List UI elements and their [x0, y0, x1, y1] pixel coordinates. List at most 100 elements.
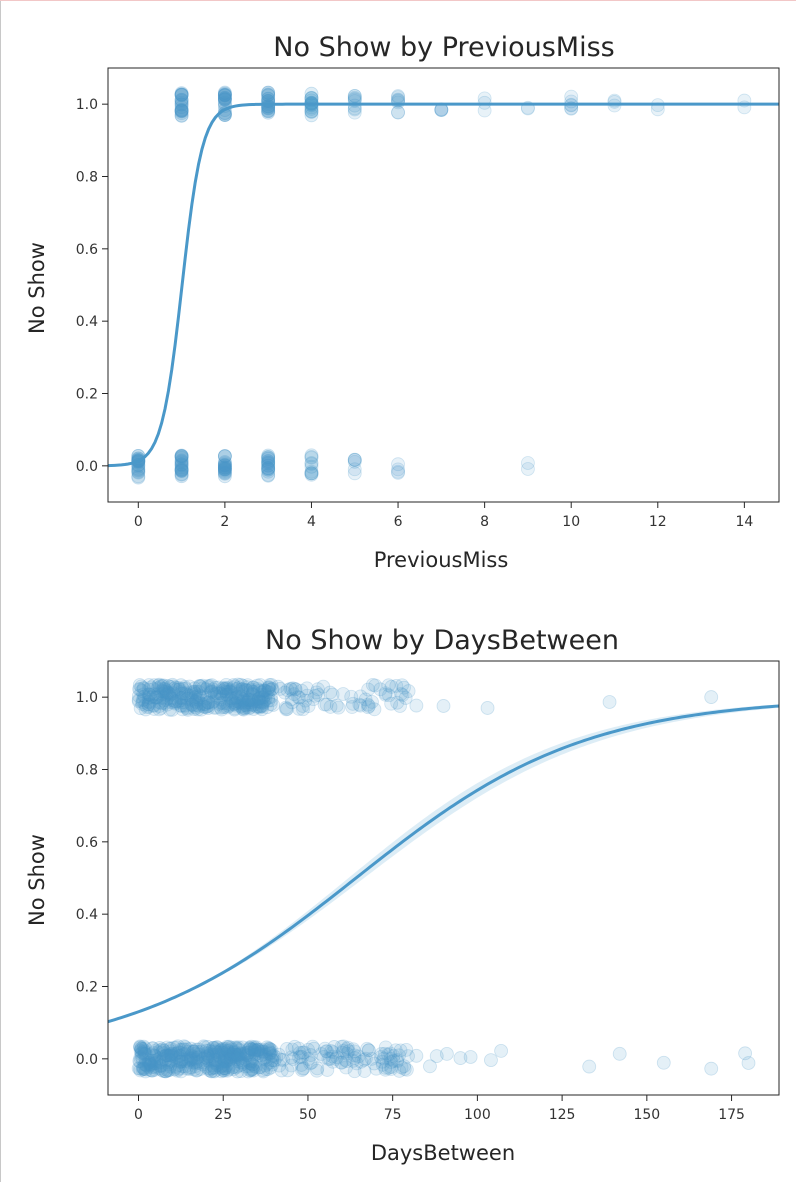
data-point — [220, 1043, 235, 1058]
data-point — [256, 694, 271, 709]
data-point — [134, 1049, 149, 1064]
data-point — [261, 681, 276, 696]
data-point — [174, 87, 189, 102]
data-point — [171, 1045, 186, 1060]
data-point — [353, 698, 368, 713]
data-point — [199, 1059, 213, 1074]
data-point — [152, 702, 167, 717]
data-point — [235, 1040, 250, 1055]
data-point — [133, 1040, 148, 1055]
data-point — [160, 685, 174, 700]
data-point — [162, 686, 177, 701]
data-point — [170, 1039, 185, 1054]
data-point — [304, 459, 319, 474]
data-point — [182, 1061, 196, 1075]
data-point — [246, 687, 261, 702]
data-point — [247, 1043, 262, 1058]
data-point — [139, 1062, 154, 1077]
data-point — [188, 694, 203, 709]
data-point — [241, 1059, 256, 1074]
data-point — [243, 1041, 258, 1056]
data-point — [358, 1051, 373, 1066]
data-point — [231, 686, 245, 701]
data-point — [207, 1061, 222, 1075]
data-point — [263, 1055, 278, 1070]
data-point — [300, 688, 315, 703]
data-point — [174, 458, 189, 473]
data-point — [147, 690, 162, 705]
data-point — [249, 1043, 263, 1058]
data-point — [161, 1048, 176, 1063]
data-point — [173, 1054, 188, 1069]
data-point — [204, 1047, 218, 1062]
data-point — [179, 700, 194, 715]
data-point — [294, 683, 309, 698]
data-point — [399, 1043, 414, 1057]
data-point — [154, 1062, 169, 1077]
data-point — [399, 1062, 414, 1077]
data-point — [174, 460, 189, 475]
data-point — [201, 695, 216, 710]
data-point — [339, 1060, 353, 1075]
data-point — [189, 700, 204, 715]
data-point — [206, 1041, 221, 1055]
data-point — [160, 1063, 175, 1078]
data-point — [187, 702, 202, 716]
data-point — [250, 700, 265, 714]
data-point — [158, 685, 173, 699]
data-point — [150, 690, 164, 705]
data-point — [251, 691, 266, 706]
data-point — [191, 1050, 206, 1064]
data-point — [365, 694, 379, 709]
data-point — [264, 693, 279, 708]
data-point — [180, 702, 195, 717]
data-point — [258, 1047, 273, 1062]
data-point — [187, 690, 202, 705]
data-point — [375, 1057, 390, 1072]
data-point — [186, 1055, 201, 1070]
data-point — [142, 678, 156, 692]
data-point — [250, 678, 265, 693]
data-point — [228, 1040, 243, 1055]
data-point — [245, 686, 260, 701]
data-point — [220, 1058, 235, 1073]
data-point — [178, 1040, 192, 1055]
data-point — [318, 1041, 332, 1056]
data-point — [182, 679, 197, 694]
data-point — [205, 684, 219, 699]
data-point — [145, 689, 160, 704]
data-point — [344, 689, 359, 704]
data-point — [361, 1043, 376, 1058]
data-point — [131, 469, 146, 484]
data-point — [245, 687, 260, 702]
data-point — [303, 1048, 318, 1062]
data-point — [190, 1050, 204, 1065]
data-point — [141, 697, 156, 712]
data-point — [143, 1057, 158, 1072]
data-point — [185, 692, 199, 706]
data-point — [189, 692, 204, 707]
data-point — [169, 1059, 183, 1074]
data-point — [159, 686, 174, 701]
data-point — [136, 681, 151, 695]
data-point — [194, 696, 208, 711]
data-point — [136, 692, 151, 707]
data-point — [240, 1048, 254, 1063]
data-point — [190, 702, 205, 717]
data-point — [304, 467, 319, 482]
data-point — [253, 1046, 268, 1061]
data-point — [219, 1054, 234, 1069]
data-point — [214, 1064, 229, 1079]
data-point — [242, 695, 256, 710]
data-point — [208, 1044, 223, 1059]
data-point — [131, 463, 146, 478]
data-point — [394, 687, 408, 701]
data-point — [217, 458, 232, 472]
data-point — [248, 1041, 263, 1056]
data-point — [232, 695, 247, 710]
data-point — [221, 1045, 236, 1060]
data-point — [347, 452, 362, 467]
data-point — [248, 1060, 263, 1074]
data-point — [218, 681, 233, 696]
data-point — [172, 1061, 187, 1076]
